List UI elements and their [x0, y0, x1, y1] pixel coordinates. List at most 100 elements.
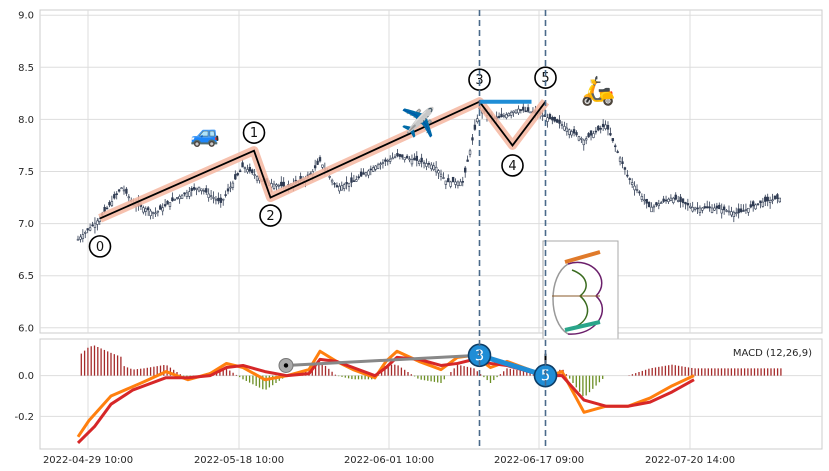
candle-body — [384, 159, 387, 162]
candle-body — [166, 200, 169, 205]
candle-body — [352, 180, 356, 182]
candle-body — [120, 187, 123, 190]
candle-body — [621, 161, 624, 164]
candle-body — [463, 167, 467, 173]
candle-body — [555, 119, 559, 123]
candle-body — [127, 196, 131, 199]
candle-body — [183, 192, 186, 195]
candle-body — [359, 171, 363, 177]
candle-body — [401, 154, 404, 158]
candle-body — [420, 157, 423, 163]
candle-body — [522, 106, 525, 111]
candle-body — [209, 195, 213, 198]
candle-body — [434, 166, 438, 173]
candle-body — [524, 110, 527, 113]
candle-body — [751, 201, 755, 207]
candle-body — [611, 138, 615, 142]
candle-body — [205, 188, 208, 193]
candle-body — [640, 196, 644, 200]
candle-body — [725, 210, 728, 212]
candle-body — [197, 186, 201, 192]
candle-body — [98, 218, 101, 222]
price-y-tick-label: 6.5 — [18, 271, 34, 282]
candle-body — [437, 170, 440, 174]
candle-body — [338, 185, 341, 192]
price-y-tick-label: 8.0 — [18, 115, 34, 126]
candle-body — [241, 162, 244, 168]
macd-y-tick-label: -0.2 — [14, 412, 34, 423]
candle-body — [154, 212, 157, 215]
candle-body — [333, 183, 336, 185]
candle-body — [742, 210, 745, 212]
candle-body — [277, 184, 281, 187]
candle-body — [570, 131, 573, 136]
candle-body — [391, 157, 394, 160]
macd-gray-dot-center — [283, 363, 289, 368]
candle-body — [652, 205, 656, 208]
candle-body — [103, 206, 106, 213]
candle-body — [234, 174, 237, 180]
airplane-icon: ✈️ — [401, 105, 436, 139]
candle-body — [110, 201, 114, 206]
candle-body — [212, 197, 215, 199]
candle-body — [580, 138, 583, 140]
candle-body — [565, 127, 569, 132]
candle-body — [272, 183, 276, 189]
candle-body — [776, 194, 779, 199]
candle-body — [236, 173, 239, 176]
signal-line — [76, 355, 695, 444]
candle-body — [764, 196, 767, 202]
candle-body — [405, 155, 409, 159]
candle-body — [345, 182, 348, 185]
candle-body — [176, 197, 179, 199]
candle-body — [217, 197, 220, 202]
candle-body — [761, 201, 765, 207]
candle-body — [679, 196, 682, 202]
candle-body — [146, 207, 150, 211]
candle-body — [381, 162, 385, 164]
candle-body — [398, 154, 402, 157]
candle-body — [364, 172, 368, 176]
candle-body — [604, 124, 607, 129]
candle-body — [546, 117, 549, 122]
candle-body — [451, 176, 455, 183]
candle-body — [473, 124, 477, 130]
candle-body — [623, 167, 627, 170]
candle-body — [526, 107, 530, 112]
candle-body — [328, 176, 331, 178]
candle-body — [459, 181, 462, 187]
candle-body — [541, 115, 544, 117]
candle-body — [142, 207, 145, 213]
candle-body — [766, 196, 769, 202]
candle-body — [76, 238, 80, 241]
macd-panel: -0.20.0 35 MACD (12,26,9) — [14, 338, 823, 450]
x-tick-label: 2022-06-01 10:00 — [344, 455, 434, 466]
candle-body — [708, 206, 711, 209]
candle-body — [560, 124, 564, 126]
candle-body — [379, 163, 382, 165]
candle-body — [614, 145, 617, 148]
candle-body — [105, 207, 109, 210]
x-tick-labels: 2022-04-29 10:00 2022-05-18 10:00 2022-06-… — [43, 455, 735, 466]
candle-body — [618, 157, 622, 162]
candle-body — [342, 184, 346, 189]
candle-body — [316, 160, 319, 165]
candle-body — [280, 181, 283, 187]
candle-body — [727, 210, 731, 213]
inset-image — [542, 240, 619, 348]
candle-body — [190, 188, 193, 191]
candle-body — [705, 206, 709, 209]
candle-body — [696, 207, 699, 210]
candle-body — [238, 170, 242, 173]
wave-label-text: 2 — [266, 209, 274, 224]
candle-body — [161, 207, 164, 212]
candle-body — [502, 115, 506, 117]
candle-body — [601, 123, 605, 127]
candle-body — [243, 167, 247, 170]
candle-body — [672, 197, 675, 203]
candle-body — [369, 168, 373, 171]
candle-body — [461, 181, 464, 183]
price-y-tick-label: 6.0 — [18, 323, 34, 334]
candle-body — [91, 224, 94, 227]
